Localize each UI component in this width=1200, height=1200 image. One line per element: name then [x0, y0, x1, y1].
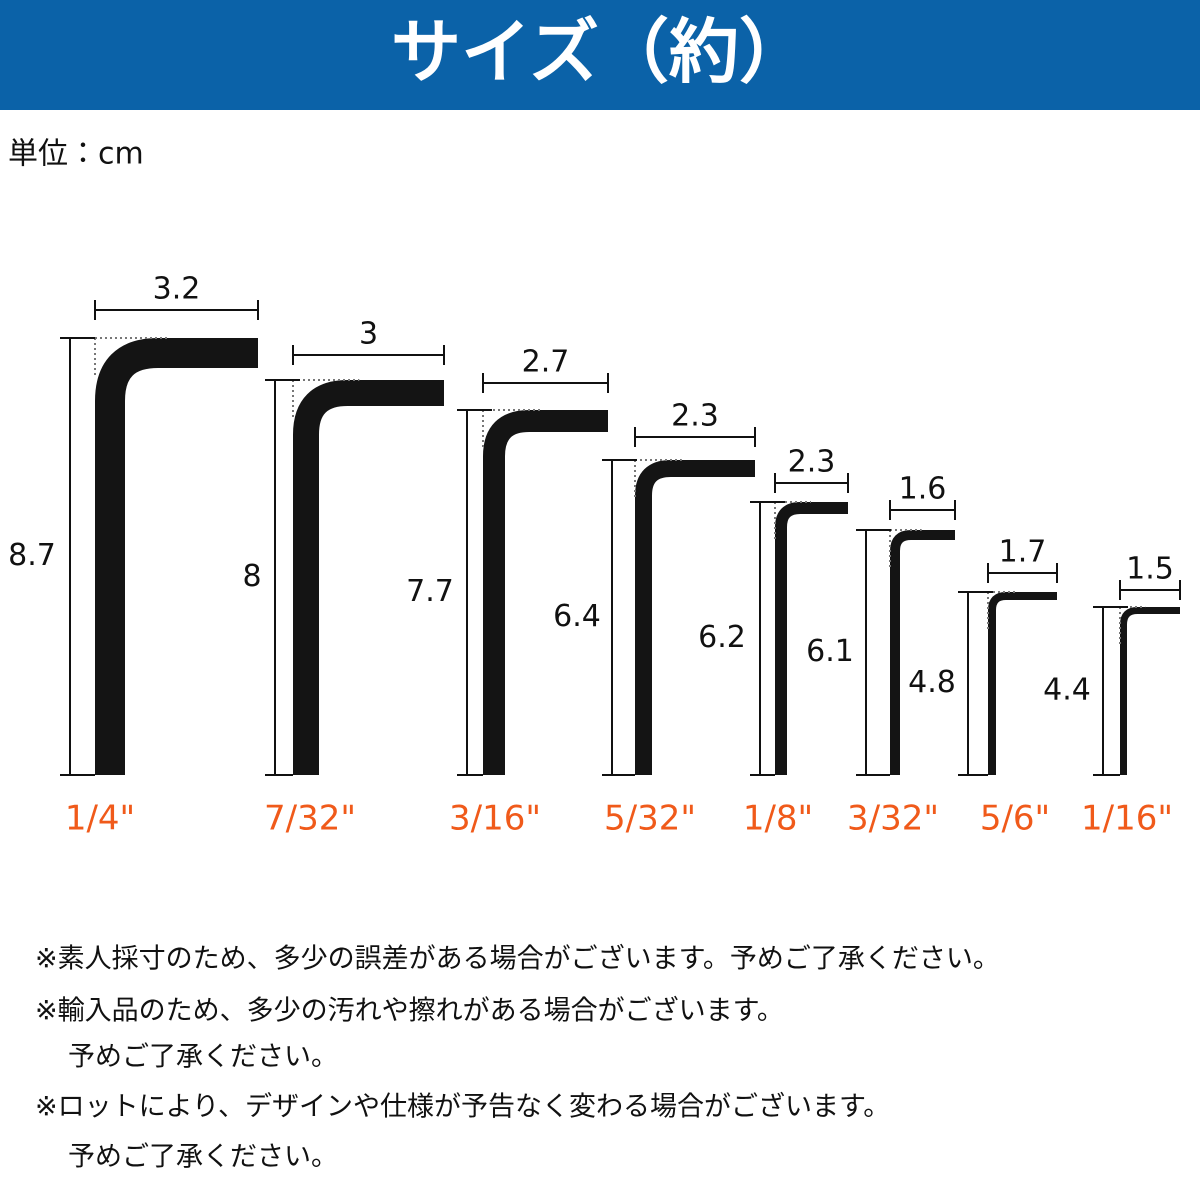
size-label: 3/16": [449, 799, 541, 839]
width-label: 3.2: [153, 272, 201, 307]
width-dimension: [774, 473, 849, 493]
width-dimension: [889, 500, 956, 520]
height-dimension: [265, 379, 300, 776]
title-band: [0, 0, 1200, 110]
height-label: 8.7: [8, 538, 56, 573]
width-label: 3: [359, 317, 378, 352]
height-dimension: [856, 529, 891, 776]
hex-key: [483, 410, 608, 775]
guide: [889, 529, 922, 570]
width-label: 2.3: [671, 399, 719, 434]
hex-key: [988, 592, 1057, 775]
hex-key: [890, 530, 955, 775]
height-label: 7.7: [406, 574, 454, 609]
guide: [94, 337, 170, 378]
hex-key: [635, 460, 755, 775]
note: ※ロットにより、デザインや仕様が予告なく変わる場合がございます。: [35, 1092, 890, 1123]
height-dimension: [602, 459, 637, 776]
width-label: 2.7: [522, 345, 570, 380]
height-dimension: [1093, 606, 1128, 776]
title: サイズ（約）: [391, 11, 809, 93]
hex-key: [95, 338, 258, 775]
width-label: 2.3: [788, 445, 836, 480]
width-dimension: [987, 563, 1058, 583]
guide: [1119, 606, 1146, 647]
note: ※素人採寸のため、多少の誤差がある場合がございます。予めご了承ください。: [35, 944, 1000, 975]
width-dimension: [482, 373, 609, 393]
width-label: 1.7: [999, 535, 1047, 570]
size-label: 1/16": [1081, 799, 1173, 839]
width-label: 1.6: [899, 472, 947, 507]
note: ※輸入品のため、多少の汚れや擦れがある場合がございます。: [35, 996, 784, 1027]
size-label: 3/32": [847, 799, 939, 839]
height-label: 6.2: [698, 620, 746, 655]
height-label: 4.4: [1043, 673, 1091, 708]
size-label: 5/6": [980, 799, 1050, 839]
guide: [482, 409, 541, 450]
size-label: 7/32": [264, 799, 356, 839]
unit: 単位：cm: [8, 137, 144, 172]
guide: [987, 591, 1016, 632]
hex-key: [1120, 607, 1180, 775]
size-label: 1/4": [65, 799, 135, 839]
height-dimension: [958, 591, 993, 776]
height-label: 8: [242, 559, 261, 594]
guide: [292, 379, 360, 420]
width-dimension: [292, 345, 445, 365]
note: 予めご了承ください。: [68, 1142, 338, 1173]
width-dimension: [1119, 580, 1181, 600]
note: 予めご了承ください。: [68, 1042, 338, 1073]
height-label: 6.4: [553, 599, 601, 634]
height-label: 6.1: [806, 634, 854, 669]
width-dimension: [94, 300, 259, 320]
hex-key: [293, 380, 444, 775]
guide: [634, 459, 682, 500]
size-label: 1/8": [743, 799, 813, 839]
hex-key: [775, 502, 848, 775]
height-dimension: [60, 337, 95, 776]
height-dimension: [457, 409, 492, 776]
width-label: 1.5: [1126, 552, 1174, 587]
size-label: 5/32": [604, 799, 696, 839]
height-label: 4.8: [908, 665, 956, 700]
height-dimension: [750, 501, 785, 776]
width-dimension: [634, 427, 756, 447]
